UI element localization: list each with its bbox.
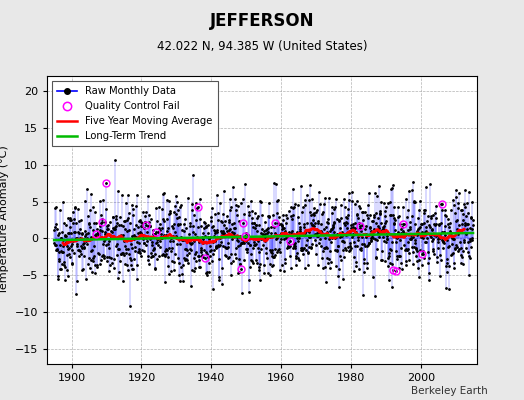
Y-axis label: Temperature Anomaly (°C): Temperature Anomaly (°C)	[0, 146, 9, 294]
Legend: Raw Monthly Data, Quality Control Fail, Five Year Moving Average, Long-Term Tren: Raw Monthly Data, Quality Control Fail, …	[52, 81, 217, 146]
Text: Berkeley Earth: Berkeley Earth	[411, 386, 487, 396]
Text: JEFFERSON: JEFFERSON	[210, 12, 314, 30]
Text: 42.022 N, 94.385 W (United States): 42.022 N, 94.385 W (United States)	[157, 40, 367, 53]
